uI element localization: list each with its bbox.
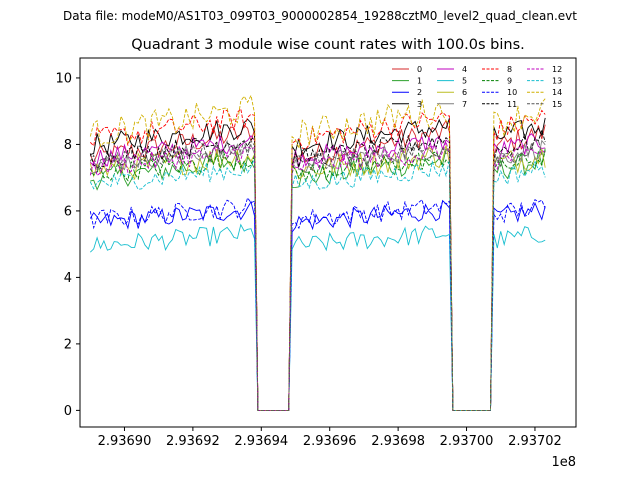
series-line-10 <box>89 196 546 411</box>
x-offset-label: 1e8 <box>551 455 576 470</box>
series-line-15 <box>89 139 546 411</box>
y-axis: 0 2 4 6 8 10 <box>55 71 80 419</box>
chart-title: Quadrant 3 module wise count rates with … <box>131 37 525 53</box>
x-tick-label: 2.93702 <box>508 434 562 449</box>
figure-suptitle: Data file: modeM0/AS1T03_099T03_90000028… <box>63 9 577 23</box>
legend-label-15: 15 <box>552 100 562 109</box>
legend-label-7: 7 <box>462 100 467 109</box>
series-line-13 <box>89 158 546 411</box>
y-tick-label: 4 <box>64 271 72 286</box>
legend-label-10: 10 <box>507 88 517 97</box>
series-layer <box>89 94 546 411</box>
x-tick-label: 2.93692 <box>166 434 220 449</box>
legend-label-3: 3 <box>417 100 422 109</box>
legend-label-6: 6 <box>462 88 467 97</box>
series-line-11 <box>89 128 546 411</box>
series-line-9 <box>89 150 546 411</box>
x-axis: 2.93690 2.93692 2.93694 2.93696 2.93698 2.937… <box>98 427 562 449</box>
series-line-1 <box>90 148 546 411</box>
y-tick-label: 6 <box>64 204 72 219</box>
series-line-14 <box>89 94 546 411</box>
x-tick-label: 2.93698 <box>371 434 425 449</box>
y-tick-label: 2 <box>64 337 72 352</box>
series-line-12 <box>89 140 546 411</box>
y-tick-label: 8 <box>64 138 72 153</box>
y-tick-label: 10 <box>55 71 72 86</box>
series-line-5 <box>89 223 546 411</box>
x-tick-label: 2.93694 <box>234 434 288 449</box>
y-tick-label: 0 <box>64 404 72 419</box>
legend-label-14: 14 <box>552 88 562 97</box>
legend-label-12: 12 <box>552 65 562 74</box>
legend-label-0: 0 <box>417 65 422 74</box>
legend-label-11: 11 <box>507 100 517 109</box>
legend-label-2: 2 <box>417 88 422 97</box>
axes-frame <box>79 57 577 428</box>
legend-label-9: 9 <box>507 77 512 86</box>
legend-label-1: 1 <box>417 77 422 86</box>
legend-label-4: 4 <box>462 65 467 74</box>
legend-label-5: 5 <box>462 77 467 86</box>
legend-label-13: 13 <box>552 77 562 86</box>
x-tick-label: 2.93696 <box>303 434 357 449</box>
x-tick-label: 2.93700 <box>440 434 494 449</box>
legend-label-8: 8 <box>507 65 512 74</box>
series-line-2 <box>89 199 546 411</box>
x-tick-label: 2.93690 <box>98 434 152 449</box>
